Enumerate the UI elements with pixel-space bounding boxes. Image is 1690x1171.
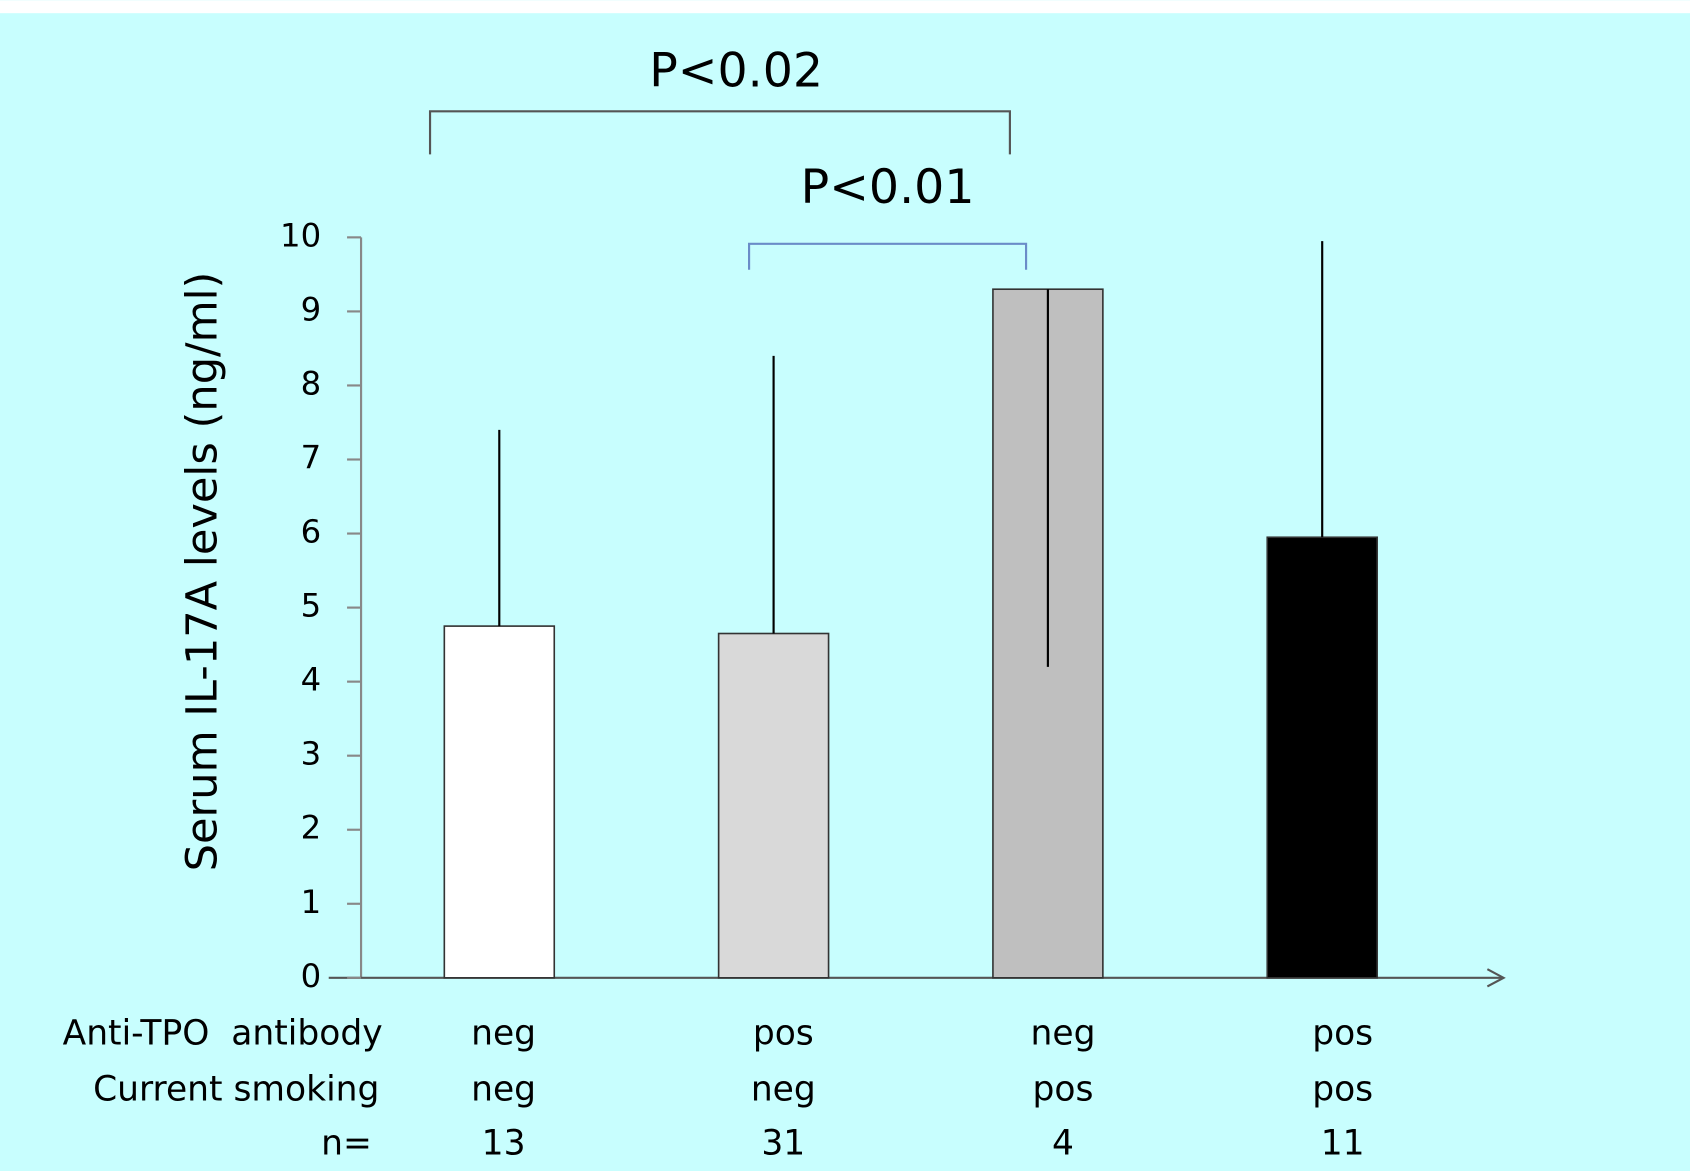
row-label: n=	[321, 1123, 372, 1163]
row-value: 31	[761, 1123, 805, 1163]
row-label: Anti-TPO antibody	[63, 1013, 383, 1053]
significance-bracket	[428, 110, 1011, 155]
row-value: 4	[1052, 1123, 1074, 1163]
row-value: neg	[1031, 1013, 1096, 1053]
row-value: neg	[471, 1013, 536, 1053]
y-tick-label: 6	[301, 513, 322, 551]
significance-bracket	[747, 242, 1028, 270]
significance-label: P<0.01	[801, 160, 975, 215]
y-tick-label: 1	[301, 883, 322, 921]
row-value: neg	[471, 1069, 536, 1109]
y-tick-label: 2	[301, 809, 322, 847]
bar	[443, 625, 556, 979]
significance-label: P<0.02	[649, 44, 823, 99]
row-value: 13	[482, 1123, 526, 1163]
y-tick-label: 8	[301, 364, 322, 402]
row-value: pos	[1312, 1069, 1373, 1109]
row-value: 11	[1321, 1123, 1365, 1163]
bar	[717, 632, 830, 979]
y-tick-label: 0	[301, 957, 322, 995]
y-tick-label: 9	[301, 290, 322, 328]
x-axis-arrow	[1486, 968, 1506, 988]
row-value: pos	[1033, 1069, 1094, 1109]
row-value: pos	[753, 1013, 814, 1053]
y-tick-label: 4	[301, 661, 322, 699]
row-value: pos	[1312, 1013, 1373, 1053]
y-tick-label: 7	[301, 439, 322, 477]
row-label: Current smoking	[93, 1069, 379, 1109]
top-strip	[0, 0, 1690, 14]
y-axis-label: Serum IL-17A levels (ng/ml)	[177, 272, 227, 872]
row-value: neg	[751, 1069, 816, 1109]
y-tick-label: 10	[280, 216, 321, 254]
y-tick-label: 3	[301, 735, 322, 773]
bar	[1266, 536, 1378, 979]
y-tick-label: 5	[301, 587, 322, 625]
